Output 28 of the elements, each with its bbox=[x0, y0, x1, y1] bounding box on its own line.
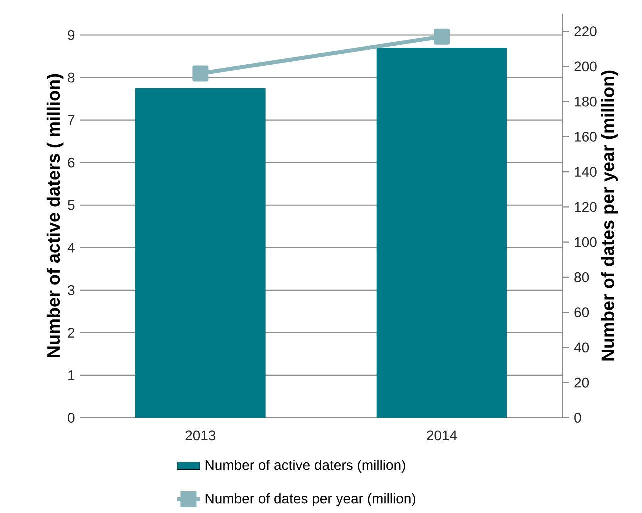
y2-tick-label: 80 bbox=[574, 272, 590, 282]
y-tick-label: 9 bbox=[68, 30, 75, 40]
legend-label: Number of active daters (million) bbox=[206, 460, 406, 473]
y-tick-label: 0 bbox=[68, 413, 75, 423]
y2-tick-label: 20 bbox=[574, 378, 590, 388]
y-tick-label: 7 bbox=[68, 116, 75, 126]
y2-tick-label: 120 bbox=[575, 202, 597, 212]
y2-tick-label: 140 bbox=[575, 167, 597, 178]
y-tick-label: 8 bbox=[68, 72, 75, 83]
y2-tick-label: 180 bbox=[575, 96, 597, 107]
x-tick-label: 2013 bbox=[186, 430, 216, 441]
y2-tick-label: 0 bbox=[574, 413, 582, 423]
y-tick-label: 2 bbox=[68, 328, 75, 338]
y2-tick-label: 40 bbox=[574, 342, 590, 353]
y2-tick-label: 200 bbox=[574, 62, 597, 72]
y2-axis-title: Number of dates per year (million) bbox=[601, 70, 618, 361]
y-tick-label: 4 bbox=[68, 243, 75, 253]
y2-tick-label: 60 bbox=[574, 308, 590, 318]
y2-tick-label: 100 bbox=[575, 237, 597, 248]
y-axis-title: Number of active daters ( million) bbox=[46, 74, 64, 358]
y-tick-label: 3 bbox=[68, 285, 75, 296]
y-tick-label: 5 bbox=[68, 200, 75, 210]
y-tick-label: 1 bbox=[68, 370, 75, 380]
x-tick-label: 2014 bbox=[427, 430, 458, 441]
y2-tick-label: 160 bbox=[575, 132, 597, 142]
y-tick-label: 6 bbox=[68, 158, 75, 168]
y2-tick-label: 220 bbox=[574, 26, 597, 37]
legend-label: Number of dates per year (million) bbox=[206, 493, 416, 506]
